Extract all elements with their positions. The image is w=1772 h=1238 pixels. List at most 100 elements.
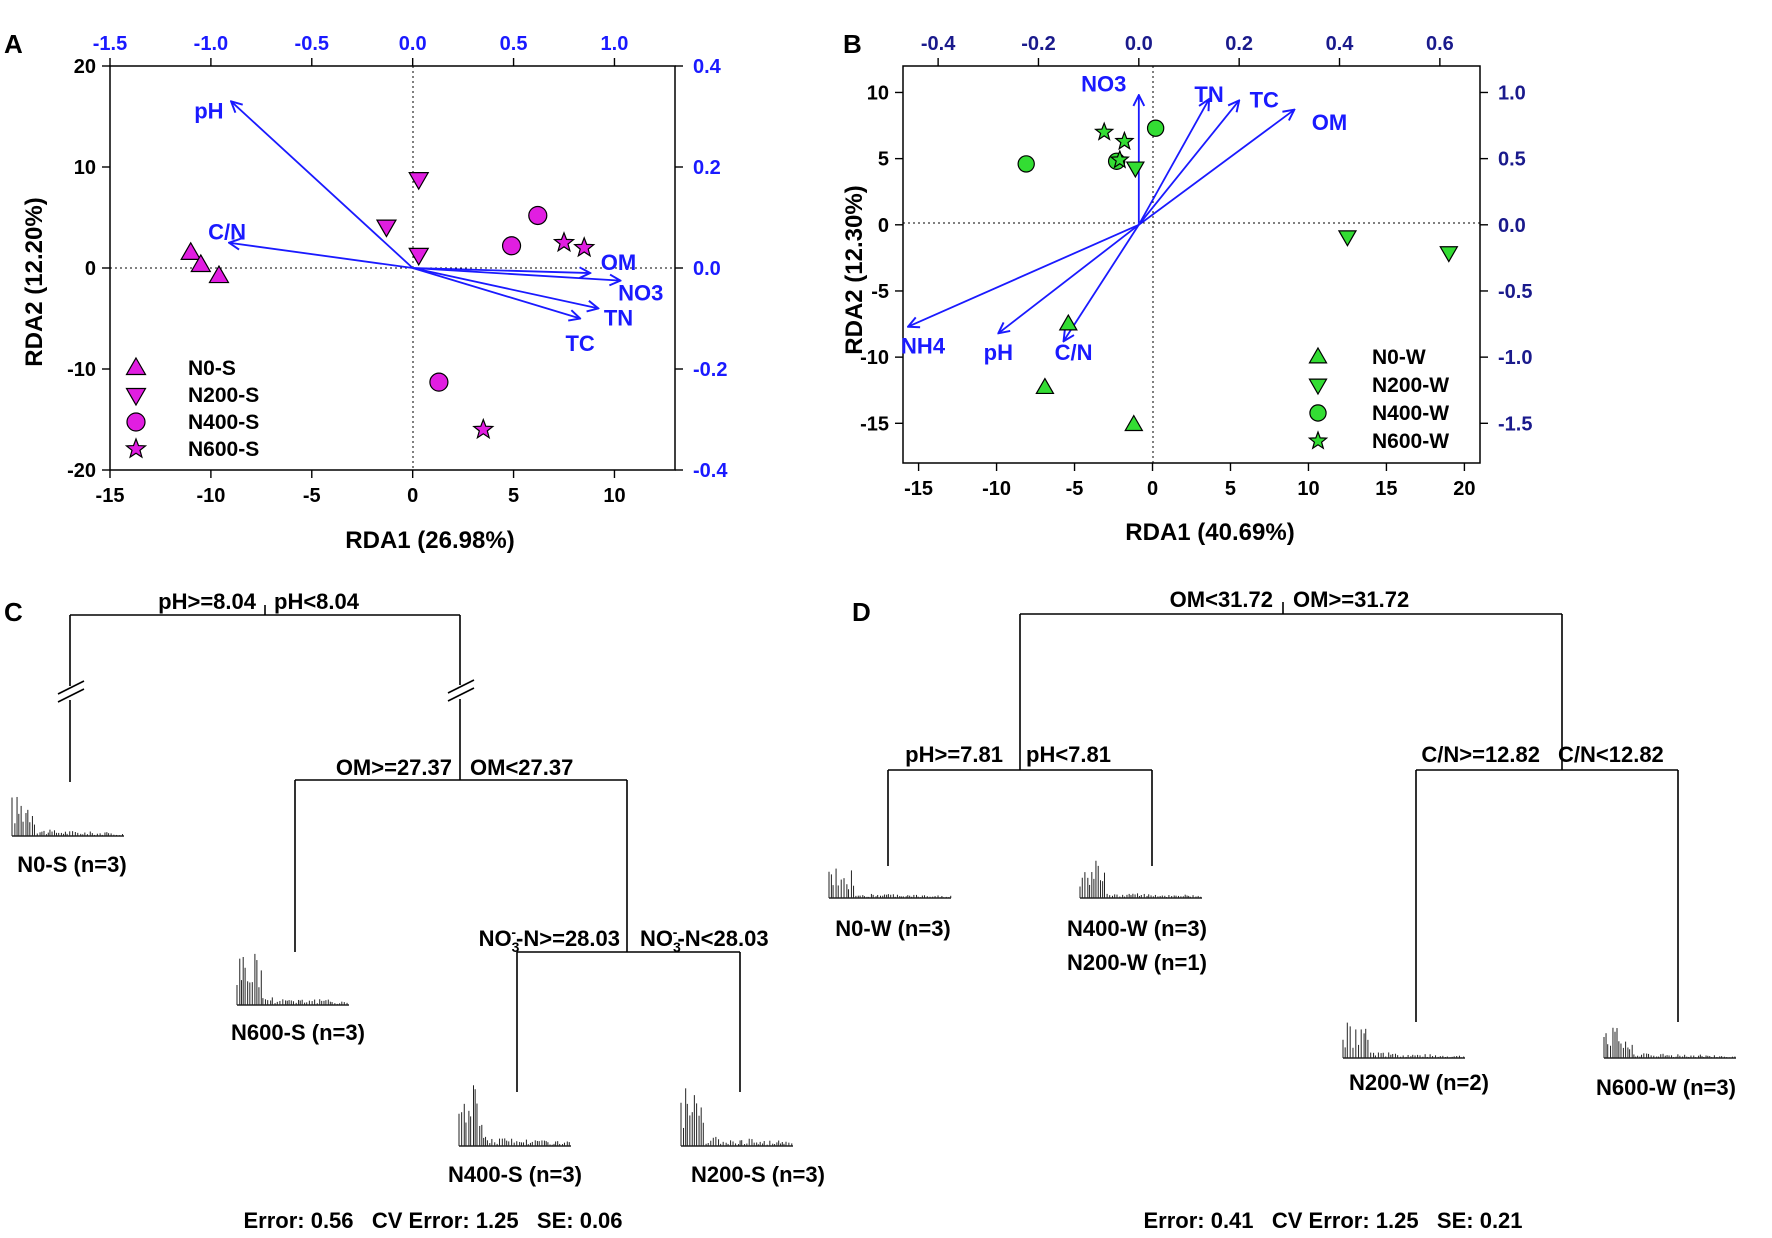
legend-label-n600-s: N600-S — [188, 438, 259, 461]
panel-label-b: B — [843, 29, 862, 59]
point-n400-w — [1146, 119, 1165, 137]
y-tick-label-b: -10 — [860, 347, 889, 369]
arrow-label-cn-b: C/N — [1055, 340, 1093, 365]
legend-label-n400-s: N400-S — [188, 411, 259, 434]
right-tick-label-a: 0.2 — [693, 157, 721, 179]
point-n400-w — [1017, 155, 1035, 173]
point-n200-w — [1337, 230, 1358, 247]
point-n400-s — [528, 205, 548, 226]
tree-d-footer: Error: 0.41 CV Error: 1.25 SE: 0.21 — [1143, 1208, 1522, 1233]
x-tick-label-a: -15 — [96, 485, 125, 507]
x-tick-label-b: 15 — [1375, 478, 1397, 500]
point-n200-s — [408, 247, 430, 267]
x-tick-label-a: -10 — [196, 485, 225, 507]
y-axis-title-b: RDA2 (12.30%) — [841, 185, 868, 354]
tree-c-leaf-3: N400-S (n=3) — [448, 1162, 582, 1187]
arrow-label-ph-a: pH — [194, 98, 223, 123]
right-tick-label-a: 0.0 — [693, 258, 721, 280]
arrow-om-a — [412, 268, 591, 273]
histogram-c-4 — [680, 1088, 793, 1147]
point-n0-s — [208, 264, 230, 284]
tree-c-split3-right-pre: NO — [640, 926, 673, 951]
point-n600-w — [1114, 130, 1135, 151]
point-n600-w — [1093, 121, 1115, 141]
legend-label-n200-w: N200-W — [1372, 374, 1449, 397]
tree-d-node-left — [887, 769, 1153, 866]
tree-c-node3 — [516, 951, 741, 1092]
tree-c-split3-left-sup: - — [511, 924, 516, 940]
top-tick-label-b: -0.4 — [921, 33, 956, 55]
tree-d-split3-left: C/N>=12.82 — [1421, 742, 1540, 767]
point-n0-s — [180, 241, 202, 260]
arrow-tn-b — [1138, 99, 1209, 226]
y-tick-label-b: 10 — [867, 82, 889, 104]
arrow-label-no3-a: NO3 — [618, 280, 663, 305]
arrow-om-b — [1138, 110, 1295, 226]
tree-d-leaf-5: N600-W (n=3) — [1596, 1075, 1736, 1100]
y-tick-label-a: 10 — [74, 157, 96, 179]
right-tick-label-a: 0.4 — [693, 56, 722, 78]
right-tick-label-a: -0.2 — [693, 359, 727, 381]
y-tick-label-a: -20 — [67, 460, 96, 482]
tree-c-split3-right-sup: - — [673, 924, 678, 940]
legend-marker-n0-s — [125, 356, 147, 376]
point-n600-s — [472, 417, 495, 440]
tree-c-footer: Error: 0.56 CV Error: 1.25 SE: 0.06 — [243, 1208, 622, 1233]
legend-marker-n200-s — [125, 387, 147, 407]
arrow-cn-a — [229, 243, 413, 269]
tree-c-split3-left-post: -N>=28.03 — [516, 926, 620, 951]
tree-c-split3-right-post: -N<28.03 — [677, 926, 768, 951]
point-n0-s — [190, 253, 212, 273]
chart-a: -15 -10 -5 0 5 10 -20 -10 0 10 20-1.5 -1.0 -0.5 0.0 0.… — [21, 33, 728, 554]
top-tick-label-b: 0.2 — [1225, 33, 1253, 55]
legend-label-n0-s: N0-S — [188, 357, 236, 380]
tree-c-right-break — [447, 679, 475, 702]
panel-label-d: D — [852, 597, 871, 627]
x-tick-label-b: -15 — [904, 478, 933, 500]
tree-c-left-break — [57, 680, 85, 703]
tree-c-split2-right: OM<27.37 — [470, 755, 573, 780]
top-tick-label-a: 0.0 — [399, 33, 427, 55]
legend-marker-n200-w — [1308, 378, 1328, 396]
tree-c-leaf-1: N0-S (n=3) — [17, 852, 126, 877]
legend-label-n0-w: N0-W — [1372, 346, 1426, 369]
tree-c-histograms — [11, 796, 793, 1147]
y-tick-label-a: 20 — [74, 56, 96, 78]
tree-d-split1-left: OM<31.72 — [1170, 587, 1273, 612]
top-tick-label-b: -0.2 — [1021, 33, 1055, 55]
top-tick-label-a: -0.5 — [295, 33, 329, 55]
top-tick-label-b: 0.4 — [1326, 33, 1355, 55]
tree-c-leaf-2: N600-S (n=3) — [231, 1020, 365, 1045]
right-tick-label-b: -1.0 — [1498, 347, 1532, 369]
x-tick-label-a: 10 — [603, 485, 625, 507]
legend-label-n600-w: N600-W — [1372, 430, 1449, 453]
histogram-c-3 — [458, 1085, 571, 1147]
plot-frame-b — [902, 65, 1481, 464]
top-tick-label-b: 0.6 — [1426, 33, 1454, 55]
tree-c-labels: pH>=8.04 pH<8.04 OM>=27.37 OM<27.37 NO3-… — [17, 589, 825, 1233]
right-tick-label-a: -0.4 — [693, 460, 728, 482]
arrow-label-ph-b: pH — [984, 340, 1013, 365]
tree-c-split1-right: pH<8.04 — [274, 589, 360, 614]
point-n200-s — [375, 219, 397, 238]
tree-d-node-right — [1415, 769, 1679, 1022]
x-tick-label-a: -5 — [303, 485, 321, 507]
y-tick-label-b: 0 — [878, 215, 889, 237]
x-axis-title-b: RDA1 (40.69%) — [1125, 519, 1294, 546]
arrow-tc-b — [1138, 100, 1239, 226]
x-tick-label-a: 5 — [508, 485, 519, 507]
arrow-tc-a — [412, 267, 580, 319]
x-tick-label-b: 10 — [1297, 478, 1319, 500]
tree-d-leaf-3: N200-W (n=1) — [1067, 950, 1207, 975]
point-n0-w — [1058, 313, 1078, 331]
point-n600-w — [1109, 149, 1130, 169]
chart-b: -15 -10 -5 0 5 10 15 20 -15 -10 -5 0 5 10 -0.4 -0.2 0.0 0… — [841, 33, 1532, 546]
y-tick-label-a: -10 — [67, 359, 96, 381]
arrow-no3-a — [412, 267, 621, 281]
tree-c-split2-left: OM>=27.37 — [336, 755, 452, 780]
tree-d-split2-left: pH>=7.81 — [905, 742, 1003, 767]
arrow-tn-a — [412, 267, 599, 308]
histogram-c-2 — [236, 953, 349, 1006]
y-axis-title-a: RDA2 (12.20%) — [21, 197, 48, 366]
legend-marker-n600-w — [1307, 430, 1329, 450]
